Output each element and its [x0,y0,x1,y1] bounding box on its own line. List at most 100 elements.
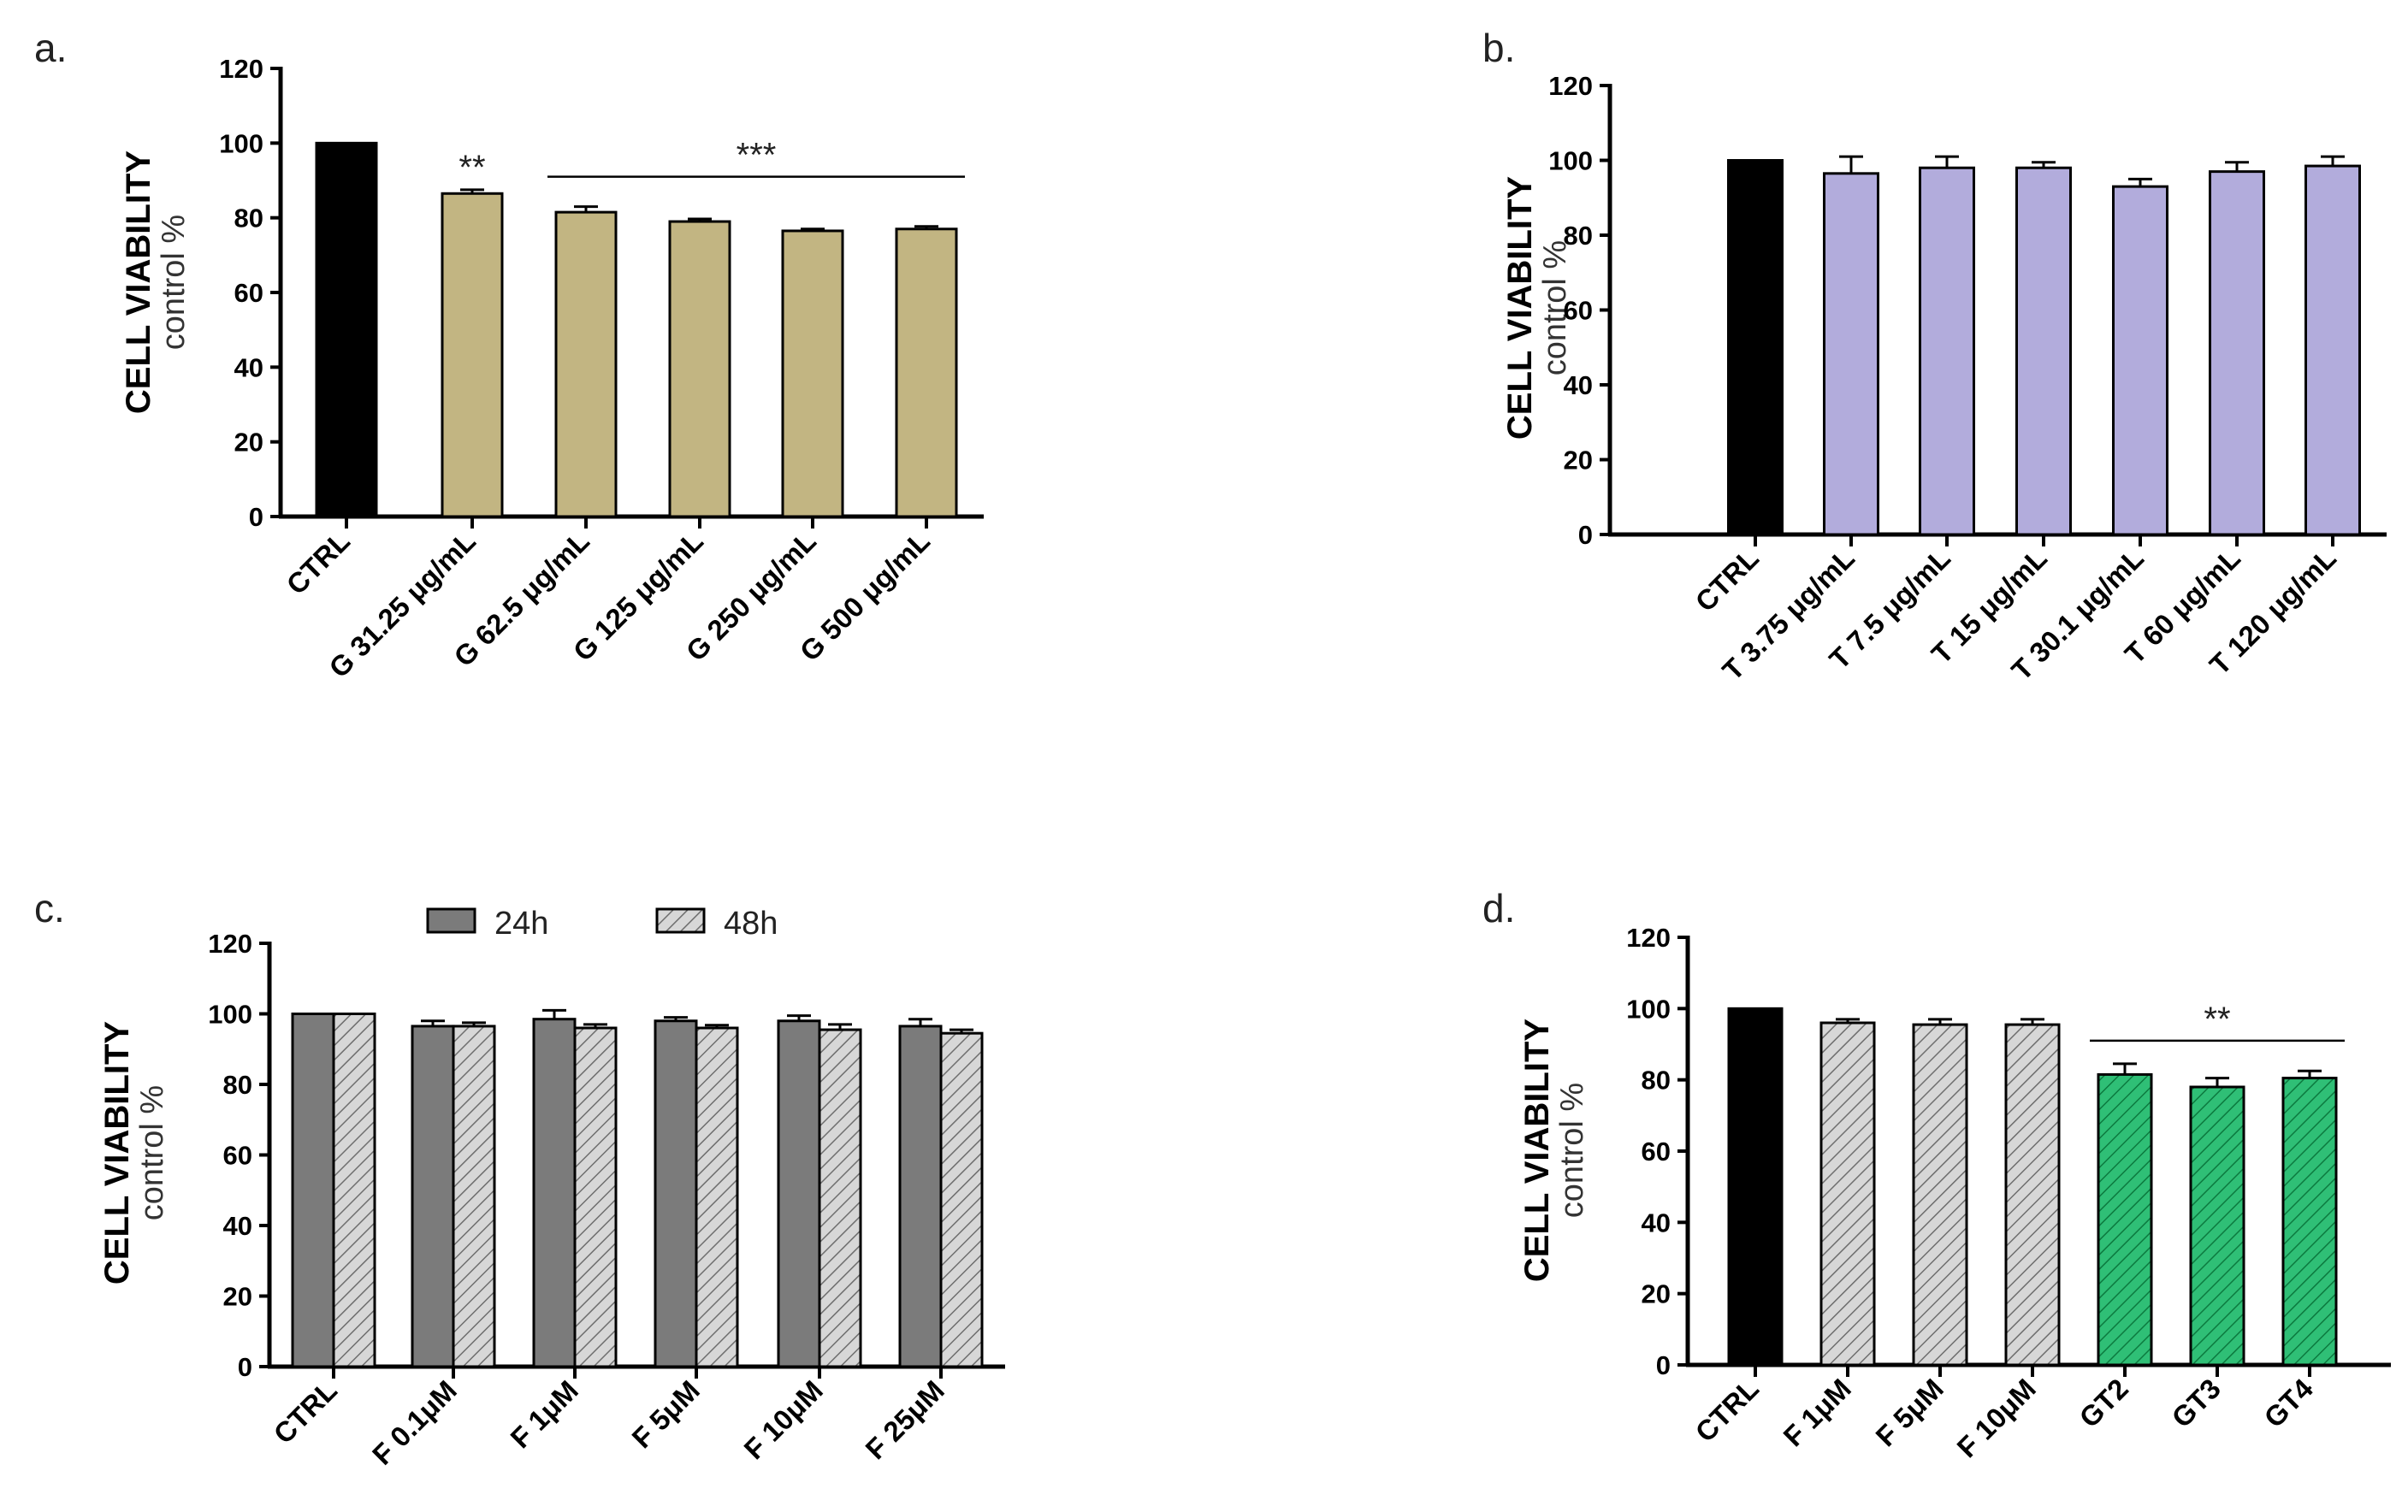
bar [2304,164,2361,536]
panel-b-ylabel-sub: control % [1537,240,1573,375]
panel-c-ylabel: CELL VIABILITY [98,1021,136,1285]
y-tick-label: 100 [1548,146,1593,176]
legend-swatch-24h [426,907,476,934]
bar [2004,1023,2061,1367]
y-tick-label: 80 [223,1070,252,1100]
bar [2112,185,2168,536]
significance-label: ** [2204,1001,2230,1038]
panel-a-ylabel-sub: control % [156,215,192,350]
panel-c: c. CELL VIABILITY control % 0 20 40 60 80 100… [34,886,1005,1471]
legend-label-24h: 24h [494,906,548,942]
x-tick-label: F 25μM [859,1374,950,1466]
y-tick-label: 80 [1564,221,1593,251]
bar [654,1019,698,1368]
bar [777,1019,821,1368]
y-tick-label: 60 [1564,296,1593,326]
bar [2097,1072,2153,1367]
x-tick-label: GT4 [2257,1372,2319,1433]
panel-a: a. CELL VIABILITY control % 0 20 40 60 80 100… [34,26,984,683]
y-tick-label: 0 [1578,520,1593,550]
y-tick-label: 40 [223,1211,252,1241]
legend-swatch-48h [655,907,706,934]
bar [411,1025,455,1368]
panel-d-chart-area: 0 20 40 60 80 100 120 CTRL F 1μM F 5μM F 10μM GT2 GT… [1626,923,2391,1463]
panel-c-legend: 24h 48h [426,906,778,942]
y-tick-label: 120 [1626,923,1671,953]
x-tick-label: F 1μM [1777,1373,1857,1453]
y-tick-label: 20 [1642,1279,1671,1309]
bar [332,1013,376,1368]
bar [818,1028,862,1368]
bar [291,1013,335,1368]
y-tick-label: 100 [219,128,263,158]
bar [1727,159,1784,536]
y-tick-label: 0 [1656,1350,1671,1380]
bar [1819,1021,1876,1367]
bar [573,1026,618,1368]
bar [315,141,378,518]
bar [2189,1085,2245,1367]
x-tick-label: CTRL [281,525,356,600]
panel-a-label: a. [34,26,67,70]
y-tick-label: 0 [238,1352,252,1382]
y-tick-label: 20 [223,1282,252,1312]
bar [695,1026,739,1368]
y-tick-label: 40 [1642,1208,1671,1237]
y-tick-label: 40 [234,352,263,382]
bar [2015,166,2072,536]
bar [554,210,618,518]
bar [781,229,844,518]
x-tick-label: CTRL [1689,1373,1765,1448]
x-tick-label: GT2 [2073,1373,2134,1434]
panel-d-ylabel-sub: control % [1554,1083,1590,1218]
panel-c-label: c. [34,886,65,930]
y-tick-label: 40 [1564,370,1593,400]
bar [532,1018,577,1368]
y-tick-label: 60 [223,1141,252,1171]
bar [1823,172,1879,536]
panel-a-ylabel: CELL VIABILITY [120,151,157,414]
bar [452,1025,496,1368]
panel-d-ylabel: CELL VIABILITY [1518,1019,1556,1282]
x-tick-label: F 10μM [1950,1373,2042,1464]
y-tick-label: 80 [234,204,263,233]
x-tick-label: F 1μM [504,1374,584,1455]
x-tick-label: F 10μM [737,1374,829,1466]
x-tick-label: CTRL [1689,542,1765,617]
panel-b-ylabel: CELL VIABILITY [1501,176,1539,440]
panel-d-label: d. [1482,886,1515,930]
y-tick-label: 60 [1642,1137,1671,1166]
bar [668,220,731,518]
y-tick-label: 0 [249,502,263,532]
bar [2281,1077,2338,1367]
bar [1919,166,1975,536]
bar [1727,1007,1784,1367]
y-tick-label: 100 [208,1000,252,1030]
y-tick-label: 120 [219,54,263,84]
x-tick-label: F 5μM [1869,1373,1949,1453]
panel-c-chart-area: 0 20 40 60 80 100 120 CTRL F 0.1μM F 1μM F 5μM F 10… [208,929,1005,1471]
y-tick-label: 20 [234,428,263,458]
bar [1912,1023,1968,1367]
y-tick-label: 100 [1626,994,1671,1024]
x-tick-label: F 5μM [625,1374,706,1455]
y-tick-label: 80 [1642,1066,1671,1096]
bar [939,1031,984,1368]
bar [2209,170,2265,536]
legend-label-48h: 48h [724,906,778,942]
bar [895,227,958,518]
x-tick-label: F 0.1μM [366,1374,463,1471]
y-tick-label: 60 [234,278,263,308]
x-tick-label: CTRL [268,1374,343,1450]
panel-b: b. CELL VIABILITY control % 0 20 40 60 80 100… [1482,26,2387,687]
panel-c-ylabel-sub: control % [134,1085,170,1220]
significance-label: ** [459,149,485,186]
bar [898,1025,943,1368]
panel-b-label: b. [1482,26,1515,70]
significance-label: *** [737,137,777,174]
y-tick-label: 120 [1548,71,1593,101]
bar [441,192,504,518]
